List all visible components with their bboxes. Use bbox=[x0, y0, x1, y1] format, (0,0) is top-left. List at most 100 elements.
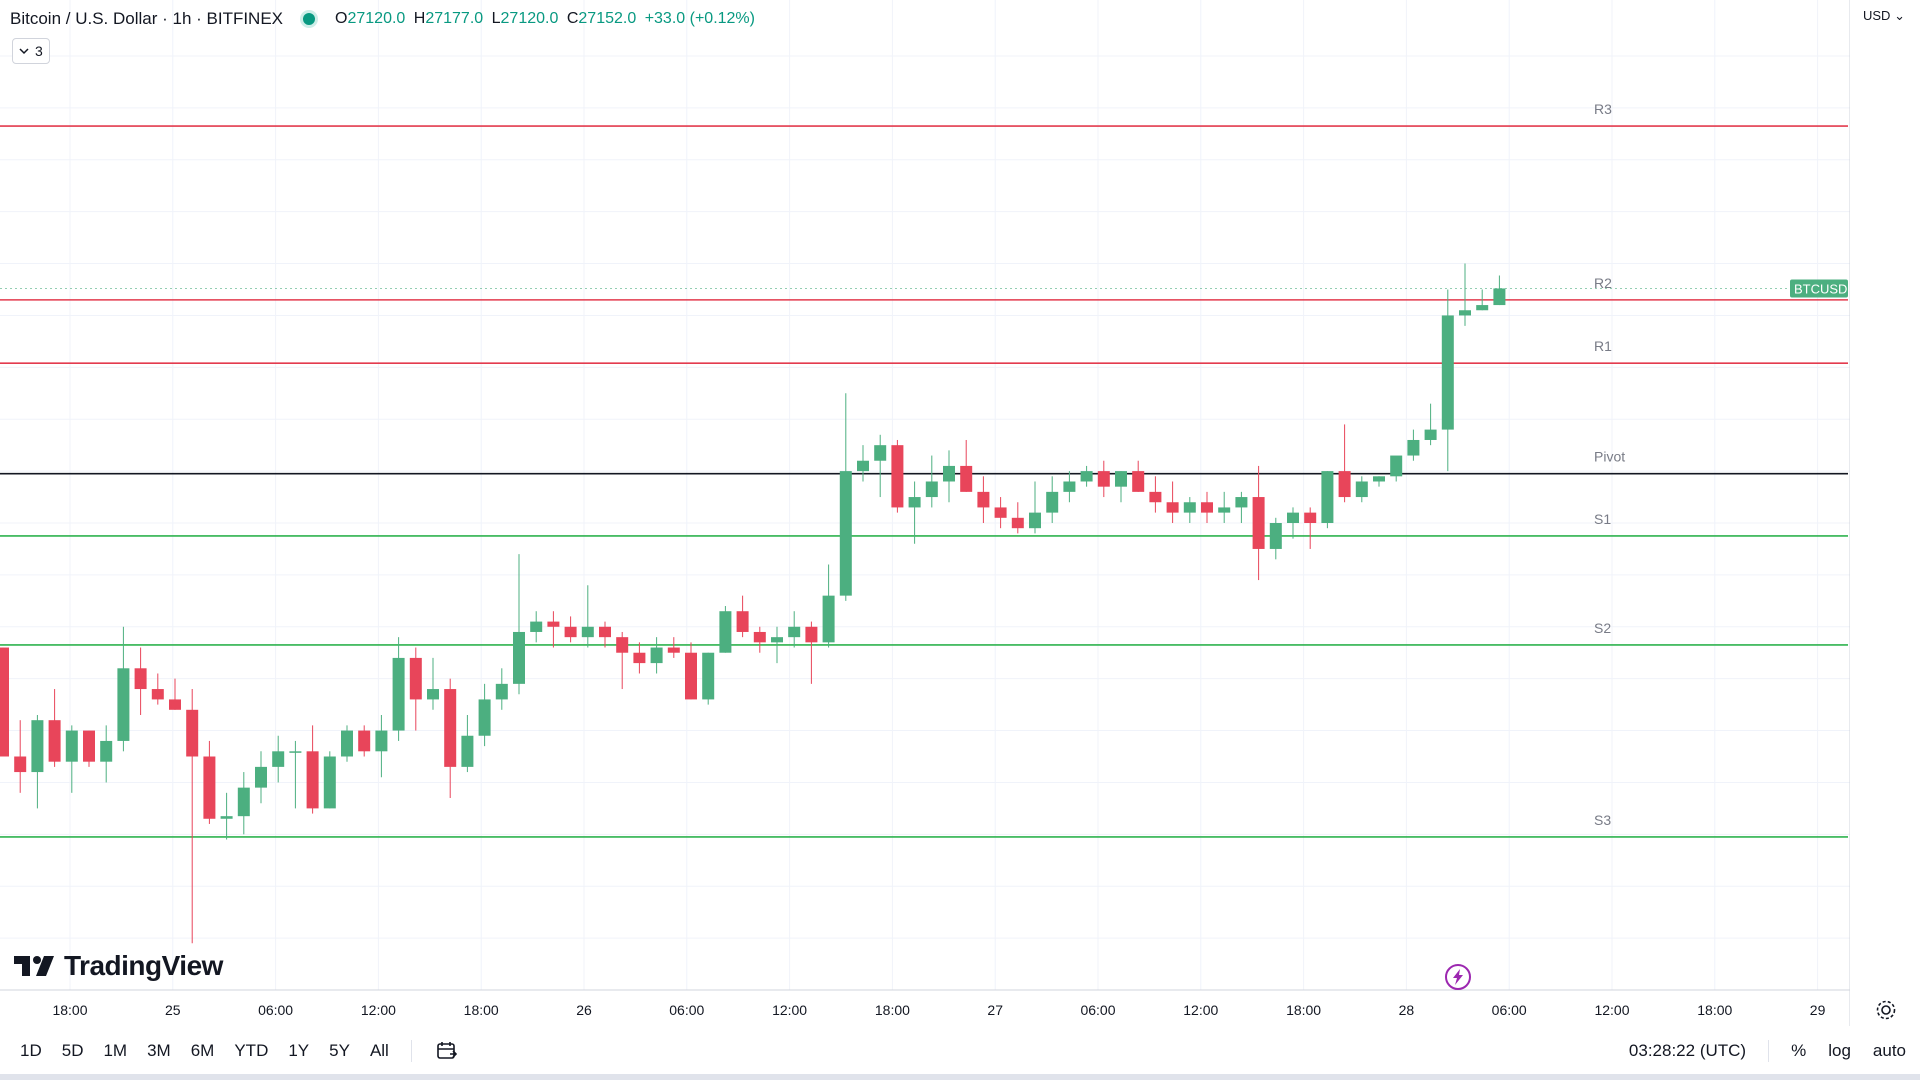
candle[interactable] bbox=[1287, 507, 1299, 539]
range-3m-button[interactable]: 3M bbox=[147, 1041, 171, 1060]
candle[interactable] bbox=[650, 637, 663, 674]
candle[interactable] bbox=[736, 595, 749, 638]
candle[interactable] bbox=[771, 626, 783, 664]
candle[interactable] bbox=[547, 611, 560, 648]
candle[interactable] bbox=[719, 606, 732, 653]
lightning-icon[interactable] bbox=[1444, 963, 1472, 991]
candle[interactable] bbox=[667, 637, 680, 658]
auto-scale-toggle[interactable]: auto bbox=[1872, 1041, 1906, 1060]
candle[interactable] bbox=[409, 647, 422, 731]
candle[interactable] bbox=[925, 455, 938, 508]
candle[interactable] bbox=[685, 642, 697, 700]
candle[interactable] bbox=[134, 647, 147, 715]
candle[interactable] bbox=[1132, 460, 1145, 492]
candle[interactable] bbox=[891, 439, 904, 513]
range-5y-button[interactable]: 5Y bbox=[329, 1041, 350, 1060]
candle[interactable] bbox=[1029, 481, 1041, 534]
candle[interactable] bbox=[1080, 465, 1093, 487]
candle[interactable] bbox=[1235, 491, 1248, 523]
candle[interactable] bbox=[702, 652, 715, 705]
candle[interactable] bbox=[1407, 429, 1420, 461]
candle[interactable] bbox=[392, 637, 405, 741]
candle[interactable] bbox=[83, 730, 95, 767]
candle[interactable] bbox=[323, 751, 336, 809]
candle[interactable] bbox=[1493, 275, 1506, 306]
candle[interactable] bbox=[117, 626, 130, 752]
candle[interactable] bbox=[100, 725, 113, 783]
range-1y-button[interactable]: 1Y bbox=[288, 1041, 310, 1060]
currency-selector[interactable]: USD ⌄ bbox=[1863, 8, 1905, 24]
range-ytd-button[interactable]: YTD bbox=[234, 1041, 269, 1060]
candle[interactable] bbox=[1097, 460, 1110, 498]
candle[interactable] bbox=[822, 564, 835, 648]
range-6m-button[interactable]: 6M bbox=[190, 1041, 215, 1060]
candle[interactable] bbox=[1201, 491, 1213, 523]
candle[interactable] bbox=[874, 434, 887, 498]
candle[interactable] bbox=[581, 585, 594, 648]
candle[interactable] bbox=[375, 714, 388, 778]
candle[interactable] bbox=[1063, 471, 1076, 503]
candle[interactable] bbox=[0, 647, 9, 757]
utc-clock[interactable]: 03:28:22 (UTC) bbox=[1628, 1041, 1747, 1060]
range-1m-button[interactable]: 1M bbox=[103, 1041, 128, 1060]
candle[interactable] bbox=[427, 657, 439, 710]
candle[interactable] bbox=[599, 621, 611, 648]
candle[interactable] bbox=[444, 678, 457, 799]
candle[interactable] bbox=[1269, 517, 1282, 560]
date-range-icon[interactable] bbox=[436, 1041, 458, 1061]
candle[interactable] bbox=[341, 725, 353, 762]
candle[interactable] bbox=[1424, 403, 1437, 446]
candle[interactable] bbox=[1115, 471, 1127, 503]
candle[interactable] bbox=[495, 668, 508, 710]
candle[interactable] bbox=[461, 714, 474, 773]
candle[interactable] bbox=[220, 792, 233, 840]
candle[interactable] bbox=[255, 751, 267, 804]
candle[interactable] bbox=[530, 611, 543, 643]
gear-icon[interactable] bbox=[1874, 998, 1898, 1022]
candle[interactable] bbox=[1476, 289, 1489, 311]
indicators-collapse-button[interactable]: 3 bbox=[12, 38, 50, 64]
candle[interactable] bbox=[289, 740, 302, 809]
candle[interactable] bbox=[169, 678, 181, 710]
candle[interactable] bbox=[1218, 491, 1231, 523]
candle[interactable] bbox=[805, 621, 818, 684]
candle[interactable] bbox=[203, 740, 216, 824]
candle[interactable] bbox=[994, 497, 1007, 529]
candle[interactable] bbox=[358, 725, 371, 757]
chart-plot-area[interactable]: R3 R2 R1 Pivot S1 S2 S3 25800.025900.026000.02… bbox=[0, 0, 1850, 1080]
candle[interactable] bbox=[839, 393, 852, 601]
candle[interactable] bbox=[1149, 476, 1162, 513]
candle[interactable] bbox=[186, 689, 199, 944]
candle[interactable] bbox=[616, 631, 629, 690]
candle[interactable] bbox=[151, 673, 164, 705]
candle[interactable] bbox=[1441, 289, 1454, 472]
candle[interactable] bbox=[306, 725, 319, 814]
candle[interactable] bbox=[788, 611, 801, 648]
candle[interactable] bbox=[960, 439, 973, 492]
candle[interactable] bbox=[48, 689, 61, 767]
range-all-button[interactable]: All bbox=[369, 1041, 389, 1060]
range-1d-button[interactable]: 1D bbox=[20, 1041, 42, 1060]
candle[interactable] bbox=[1390, 455, 1403, 482]
candle[interactable] bbox=[1355, 476, 1368, 503]
tradingview-logo[interactable]: TradingView bbox=[14, 950, 223, 982]
candle[interactable] bbox=[272, 735, 285, 783]
candle[interactable] bbox=[1459, 263, 1471, 326]
candle[interactable] bbox=[1166, 481, 1179, 523]
candle[interactable] bbox=[1046, 476, 1059, 523]
candle[interactable] bbox=[753, 626, 766, 653]
percent-scale-toggle[interactable]: % bbox=[1791, 1041, 1807, 1060]
candle[interactable] bbox=[1011, 502, 1024, 534]
symbol-title[interactable]: Bitcoin / U.S. Dollar · 1h · BITFINEX bbox=[10, 9, 284, 28]
candle[interactable] bbox=[1321, 471, 1334, 529]
candle[interactable] bbox=[1373, 476, 1385, 487]
log-scale-toggle[interactable]: log bbox=[1828, 1041, 1851, 1060]
candle[interactable] bbox=[1252, 465, 1265, 581]
candle[interactable] bbox=[564, 616, 577, 643]
candle[interactable] bbox=[908, 481, 921, 544]
candle[interactable] bbox=[31, 714, 44, 809]
candle[interactable] bbox=[943, 450, 955, 503]
candle[interactable] bbox=[977, 476, 990, 523]
candle[interactable] bbox=[65, 725, 78, 793]
candle[interactable] bbox=[1183, 497, 1196, 523]
